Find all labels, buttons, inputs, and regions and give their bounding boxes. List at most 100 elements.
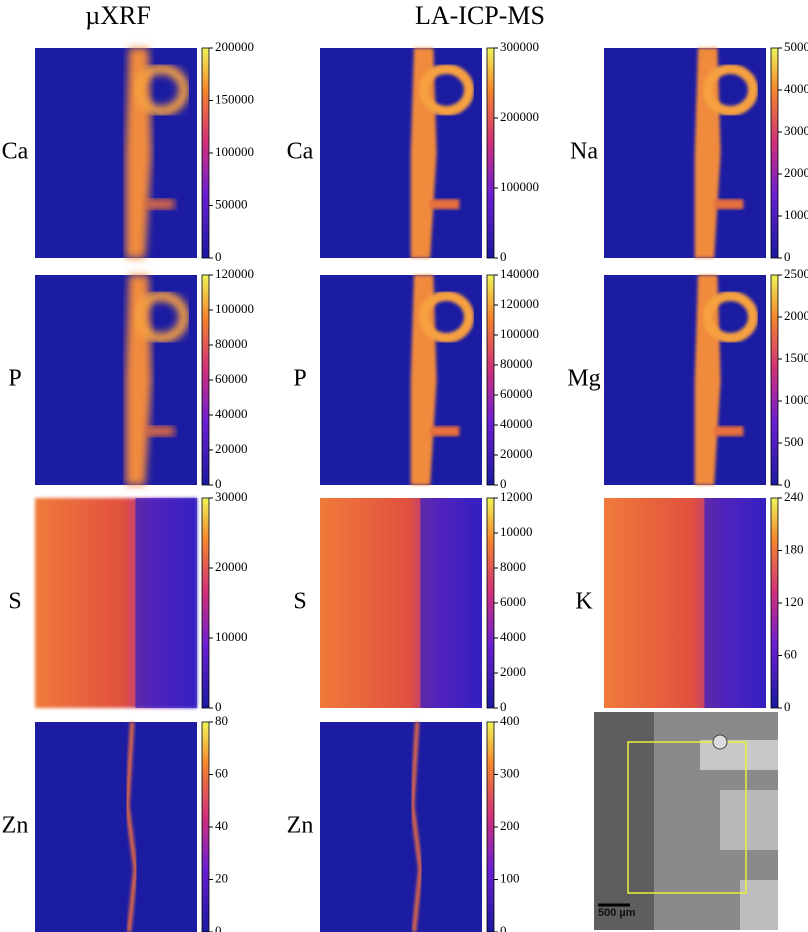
colorbar-tick-label: 2000	[500, 664, 526, 679]
colorbar-tick-label: 4000	[500, 629, 526, 644]
colorbar-tick-label: 400	[500, 713, 520, 728]
colorbar-tick-label: 0	[500, 923, 507, 932]
colorbar-tick-label: 0	[215, 249, 222, 264]
map-feature	[714, 199, 744, 210]
map-panel: P 0 20000 40000 60000 80000 100000 120000	[8, 266, 254, 491]
colorbar-tick-label: 10000	[215, 629, 248, 644]
map-background	[320, 275, 482, 485]
colorbar-tick-label: 120000	[500, 296, 539, 311]
colorbar-tick-label: 12000	[500, 489, 533, 504]
map-feature	[418, 64, 475, 116]
map-feature	[125, 721, 138, 932]
map-panel: Zn 0 100 200 300 400	[287, 713, 520, 932]
colorbar-tick-label: 100	[500, 870, 520, 885]
map-feature	[704, 498, 766, 708]
column-header: µXRF	[85, 1, 151, 30]
element-label: Ca	[2, 139, 29, 165]
colorbar-tick-label: 0	[784, 249, 791, 264]
element-label: Zn	[2, 813, 29, 839]
map-feature	[135, 498, 197, 708]
colorbar-tick-label: 120	[784, 594, 804, 609]
map-panel: Ca 0 100000 200000 300000	[287, 39, 539, 264]
map-feature	[418, 291, 475, 343]
colorbar-tick-label: 0	[784, 699, 791, 714]
map-background	[35, 722, 197, 932]
photo-panel: 500 µm	[594, 712, 778, 930]
element-label: Zn	[287, 813, 314, 839]
colorbar-tick-label: 0	[500, 249, 507, 264]
map-background	[320, 722, 482, 932]
column-header: LA-ICP-MS	[415, 1, 545, 30]
colorbar-tick-label: 2000	[784, 165, 808, 180]
colorbar-tick-label: 20	[215, 870, 228, 885]
map-feature	[133, 64, 190, 116]
element-label: Ca	[287, 139, 314, 165]
colorbar-tick-label: 20000	[500, 446, 533, 461]
colorbar	[201, 274, 210, 486]
colorbar-tick-label: 60	[784, 646, 797, 661]
colorbar-tick-label: 500	[784, 434, 804, 449]
colorbar-tick-label: 60000	[500, 386, 533, 401]
map-feature	[430, 199, 460, 210]
colorbar-tick-label: 100000	[500, 326, 539, 341]
map-background	[604, 48, 766, 258]
colorbar-tick-label: 60000	[215, 371, 248, 386]
colorbar-tick-label: 180	[784, 541, 804, 556]
colorbar-tick-label: 40	[215, 818, 228, 833]
map-feature	[145, 426, 175, 437]
colorbar-tick-label: 100000	[215, 301, 254, 316]
colorbar-tick-label: 30000	[215, 489, 248, 504]
colorbar-tick-label: 2500	[784, 266, 808, 281]
map-feature	[133, 291, 190, 343]
colorbar-tick-label: 0	[215, 699, 222, 714]
map-feature	[702, 64, 759, 116]
colorbar-tick-label: 0	[215, 923, 222, 932]
colorbar-tick-label: 6000	[500, 594, 526, 609]
element-label: K	[575, 589, 593, 615]
colorbar-tick-label: 100000	[215, 144, 254, 159]
colorbar-tick-label: 120000	[215, 266, 254, 281]
colorbar-tick-label: 40000	[500, 416, 533, 431]
map-panel: K 0 60 120 180 240	[575, 489, 803, 714]
colorbar	[201, 721, 210, 932]
colorbar-tick-label: 0	[500, 476, 507, 491]
element-label: S	[293, 589, 306, 615]
map-feature	[145, 199, 175, 210]
colorbar-tick-label: 1500	[784, 350, 808, 365]
element-label: Mg	[567, 366, 600, 392]
map-panel: P 0 20000 40000 60000 80000 100000 120000 140000	[293, 266, 539, 491]
colorbar-tick-label: 80000	[500, 356, 533, 371]
colorbar-tick-label: 8000	[500, 559, 526, 574]
map-feature	[430, 426, 460, 437]
element-label: P	[8, 366, 21, 392]
map-background	[320, 48, 482, 258]
map-feature	[714, 426, 744, 437]
element-label: P	[293, 366, 306, 392]
colorbar-tick-label: 100000	[500, 179, 539, 194]
colorbar-tick-label: 200	[500, 818, 520, 833]
colorbar	[201, 497, 210, 709]
colorbar-tick-label: 140000	[500, 266, 539, 281]
colorbar	[486, 274, 495, 486]
colorbar-tick-label: 60	[215, 765, 228, 780]
map-panel: Na 0 1000 2000 3000 4000 5000	[570, 39, 808, 264]
colorbar-tick-label: 2000	[784, 308, 808, 323]
scale-bar-label: 500 µm	[598, 907, 636, 919]
map-feature	[420, 498, 482, 708]
colorbar-tick-label: 20000	[215, 559, 248, 574]
colorbar	[770, 47, 779, 259]
map-background	[35, 48, 197, 258]
map-panel: S 0 2000 4000 6000 8000 10000 12000	[293, 489, 532, 714]
colorbar-tick-label: 0	[500, 699, 507, 714]
map-panel: S 0 10000 20000 30000	[8, 489, 247, 714]
map-panel: Mg 0 500 1000 1500 2000 2500	[567, 266, 808, 491]
colorbar-tick-label: 10000	[500, 524, 533, 539]
map-feature	[702, 291, 759, 343]
colorbar-tick-label: 80	[215, 713, 228, 728]
map-background	[35, 275, 197, 485]
map-background	[604, 275, 766, 485]
colorbar	[486, 497, 495, 709]
colorbar-tick-label: 50000	[215, 196, 248, 211]
colorbar-tick-label: 1000	[784, 392, 808, 407]
